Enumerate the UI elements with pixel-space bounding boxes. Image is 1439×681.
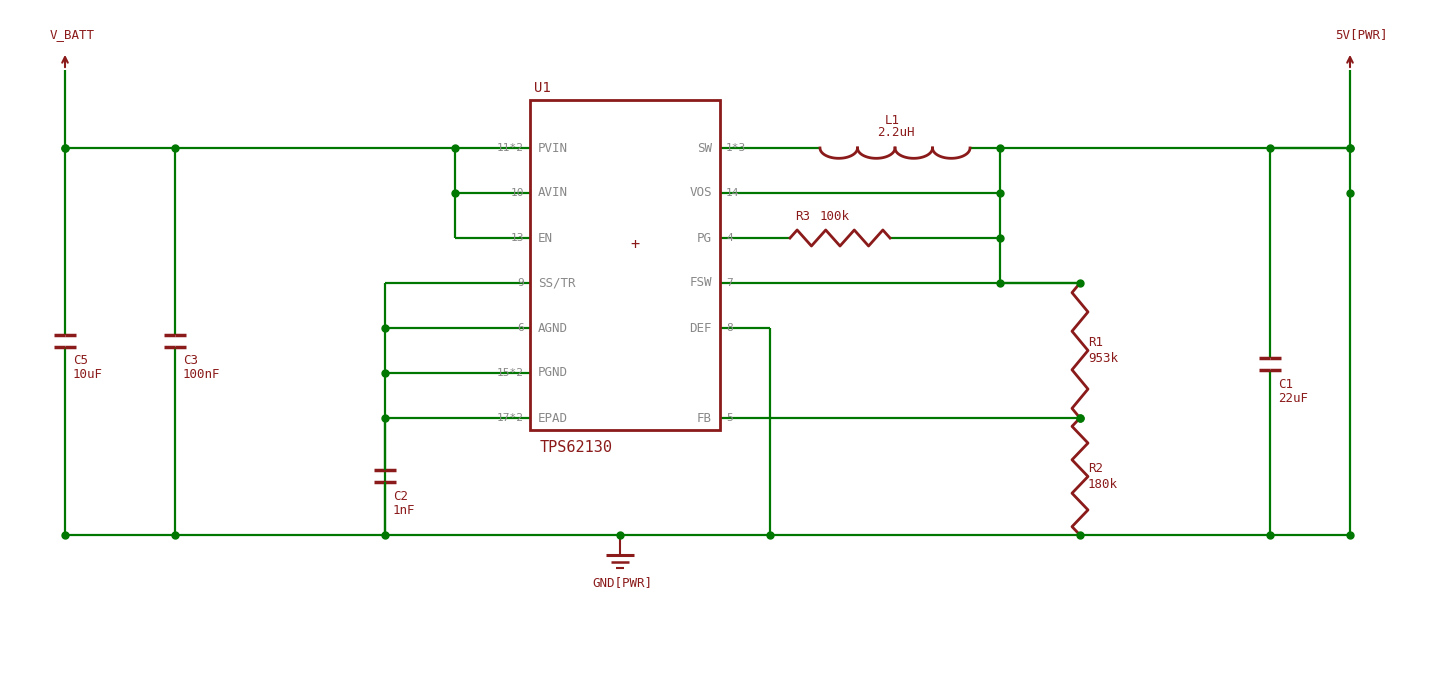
Text: 180k: 180k	[1088, 477, 1118, 490]
Text: 7: 7	[727, 278, 732, 288]
Text: 17*2: 17*2	[496, 413, 524, 423]
Text: EN: EN	[538, 232, 553, 244]
Text: 8: 8	[727, 323, 732, 333]
Text: 100k: 100k	[820, 210, 850, 223]
Text: AGND: AGND	[538, 321, 568, 334]
Text: R3: R3	[794, 210, 810, 223]
Text: C3: C3	[183, 355, 199, 368]
Text: TPS62130: TPS62130	[540, 441, 613, 456]
Text: PGND: PGND	[538, 366, 568, 379]
Text: 6: 6	[517, 323, 524, 333]
Text: 9: 9	[517, 278, 524, 288]
Text: DEF: DEF	[689, 321, 712, 334]
Text: C2: C2	[393, 490, 409, 503]
Text: AVIN: AVIN	[538, 187, 568, 200]
Text: 15*2: 15*2	[496, 368, 524, 378]
Text: SW: SW	[696, 142, 712, 155]
Text: 100nF: 100nF	[183, 368, 220, 381]
Text: R2: R2	[1088, 462, 1104, 475]
Text: L1: L1	[885, 114, 899, 127]
Text: 5: 5	[727, 413, 732, 423]
Text: C1: C1	[1278, 377, 1294, 390]
Text: SS/TR: SS/TR	[538, 276, 576, 289]
Text: FB: FB	[696, 411, 712, 424]
Text: 953k: 953k	[1088, 351, 1118, 364]
Text: 1*3: 1*3	[727, 143, 747, 153]
Text: GND[PWR]: GND[PWR]	[591, 577, 652, 590]
Text: V_BATT: V_BATT	[50, 29, 95, 42]
Text: +: +	[630, 238, 639, 253]
Text: C5: C5	[73, 355, 88, 368]
Text: 11*2: 11*2	[496, 143, 524, 153]
Text: 4: 4	[727, 233, 732, 243]
Text: 10uF: 10uF	[73, 368, 104, 381]
Text: 2.2uH: 2.2uH	[876, 127, 915, 140]
Text: 10: 10	[511, 188, 524, 198]
Text: VOS: VOS	[689, 187, 712, 200]
Text: EPAD: EPAD	[538, 411, 568, 424]
Text: FSW: FSW	[689, 276, 712, 289]
Text: 1nF: 1nF	[393, 503, 416, 516]
Text: 5V[PWR]: 5V[PWR]	[1335, 29, 1387, 42]
Text: PG: PG	[696, 232, 712, 244]
Text: PVIN: PVIN	[538, 142, 568, 155]
Bar	[530, 100, 720, 430]
Text: 13: 13	[511, 233, 524, 243]
Text: 14: 14	[727, 188, 740, 198]
Text: R1: R1	[1088, 336, 1104, 349]
Text: U1: U1	[534, 81, 551, 95]
Text: 22uF: 22uF	[1278, 392, 1308, 405]
